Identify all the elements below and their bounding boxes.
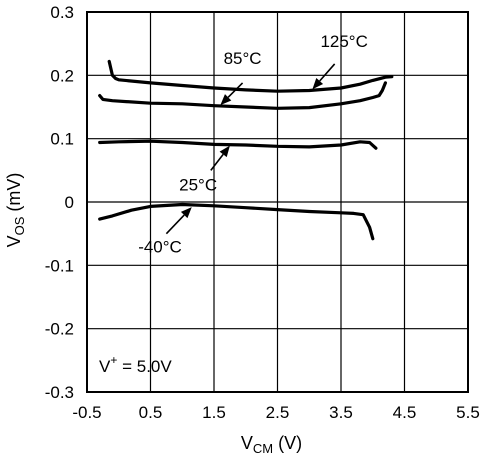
x-tick-label: 1.5 — [202, 403, 226, 422]
label-arrow-line — [165, 214, 185, 235]
y-tick-label: 0.3 — [50, 3, 74, 22]
x-tick-label: 4.5 — [393, 403, 417, 422]
label-arrow-line — [227, 82, 244, 98]
y-tick-label: 0.1 — [50, 130, 74, 149]
label-arrow-head — [220, 94, 232, 106]
y-axis-title-main: V — [4, 235, 24, 247]
label-arrow-head — [219, 145, 230, 158]
x-axis-title-sub: CM — [253, 441, 273, 456]
label-arrow-head — [312, 78, 324, 90]
series-lines — [98, 59, 394, 241]
plot-frame — [86, 11, 469, 393]
y-tick-label: -0.3 — [45, 383, 74, 402]
annotation-value: = 5.0V — [117, 357, 172, 376]
label-arrow-head — [180, 207, 192, 219]
supply-voltage-annotation: V+ = 5.0V — [99, 353, 172, 376]
y-axis-title-sub: OS — [12, 216, 27, 235]
series-labels: 125°C 85°C 25°C -40°C — [138, 32, 368, 257]
series-line-minus-40c — [98, 202, 375, 241]
x-tick-label: 0.5 — [139, 403, 163, 422]
y-tick-label: -0.2 — [45, 320, 74, 339]
x-axis-title: VCM (V) — [241, 433, 302, 456]
y-axis-title: VOS (mV) — [4, 173, 27, 248]
y-tick-labels: 0.3 0.2 0.1 0 -0.1 -0.2 -0.3 — [45, 3, 74, 402]
series-label-85c: 85°C — [224, 49, 262, 68]
series-line-85c — [98, 81, 387, 110]
annotation-sup: + — [110, 353, 117, 367]
series-label-minus-40c: -40°C — [138, 238, 182, 257]
x-axis-title-unit: (V) — [273, 433, 302, 453]
y-tick-label: -0.1 — [45, 256, 74, 275]
grid — [87, 12, 468, 392]
y-tick-label: 0.2 — [50, 66, 74, 85]
y-axis-title-unit: (mV) — [4, 173, 24, 217]
x-tick-label: 3.5 — [329, 403, 353, 422]
x-axis-title-main: V — [241, 433, 253, 453]
x-tick-label: 5.5 — [456, 403, 480, 422]
x-tick-label: -0.5 — [72, 403, 101, 422]
series-label-25c: 25°C — [179, 176, 217, 195]
series-line-25c — [98, 139, 378, 150]
series-label-125c: 125°C — [320, 32, 367, 51]
label-arrow-line — [210, 153, 224, 171]
y-tick-label: 0 — [65, 193, 74, 212]
series-line-125c — [107, 59, 394, 93]
x-tick-label: 2.5 — [266, 403, 290, 422]
label-arrow-line — [319, 63, 336, 82]
annotation-prefix: V — [99, 357, 111, 376]
x-tick-labels: -0.5 0.5 1.5 2.5 3.5 4.5 5.5 — [72, 403, 479, 422]
